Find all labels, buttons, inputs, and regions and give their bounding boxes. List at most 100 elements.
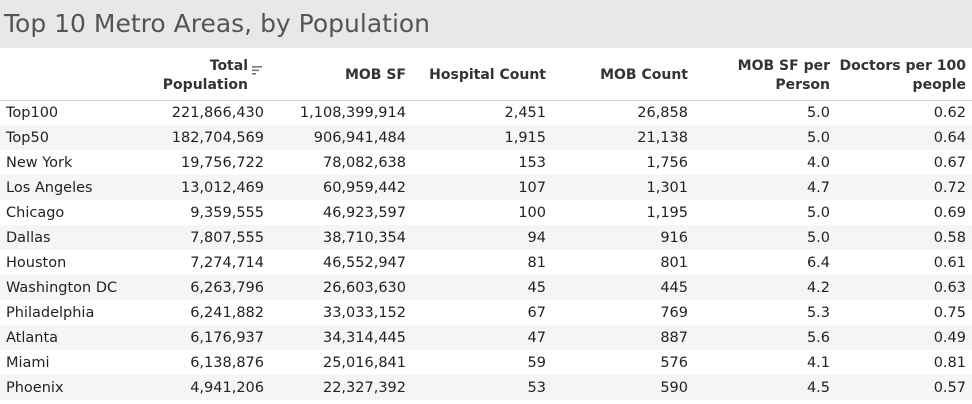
- hospital-count-cell: 94: [412, 225, 552, 250]
- total-population-cell: 19,756,722: [180, 154, 264, 171]
- mob-count-cell: 1,301: [552, 175, 694, 200]
- hospital-count-cell: 45: [412, 275, 552, 300]
- mob-sf-cell: 22,327,392: [270, 375, 412, 400]
- column-header-hospital-count[interactable]: Hospital Count: [412, 52, 552, 101]
- column-header-name: [0, 52, 160, 101]
- mob-sf-cell: 38,710,354: [270, 225, 412, 250]
- mob-sf-per-person-cell: 4.5: [694, 375, 836, 400]
- mob-sf-cell: 46,923,597: [322, 204, 406, 221]
- mob-count-cell: 916: [552, 225, 694, 250]
- table-row: Los Angeles 13,012,469 60,959,442 107 1,301 4…: [0, 175, 972, 200]
- metro-name-cell: Top50: [0, 125, 160, 150]
- doctors-per-100-cell: 0.64: [836, 125, 972, 150]
- table-row: New York 19,756,722 78,082,638 153 1,756 4.0 0…: [0, 150, 972, 175]
- mob-count-cell: 21,138: [552, 125, 694, 150]
- total-population-header-line-2: Population: [162, 76, 248, 93]
- metro-name-cell: New York: [6, 154, 73, 171]
- mob-count-cell: 1,195: [646, 204, 688, 221]
- mob-sf-per-person-cell: 4.2: [694, 275, 836, 300]
- metro-name-cell: Miami: [6, 354, 50, 371]
- doctors-per-100-cell: 0.58: [836, 225, 972, 250]
- header-row: Total Population MOB SF Hospital Count M…: [0, 52, 972, 101]
- mob-sf-cell: 26,603,630: [270, 275, 412, 300]
- metro-name-cell: Washington DC: [0, 275, 160, 300]
- hospital-count-cell: 53: [412, 375, 552, 400]
- hospital-count-cell: 107: [412, 175, 552, 200]
- total-population-cell: 4,941,206: [160, 375, 270, 400]
- mob-count-cell: 576: [660, 354, 688, 371]
- mob-sf-cell: 60,959,442: [270, 175, 412, 200]
- doctors-per-100-cell: 0.61: [933, 254, 966, 271]
- table-body: Top100 221,866,430 1,108,399,914 2,451 26,85…: [0, 100, 972, 400]
- total-population-cell: 6,176,937: [160, 325, 270, 350]
- column-header-mob-sf[interactable]: MOB SF: [270, 52, 412, 101]
- hospital-count-cell: 47: [412, 325, 552, 350]
- hospital-count-cell: 59: [527, 354, 546, 371]
- metro-name-cell: Philadelphia: [6, 304, 95, 321]
- mob-sf-per-person-cell: 4.0: [806, 154, 830, 171]
- metro-name-cell: Phoenix: [0, 375, 160, 400]
- table-row: Top100 221,866,430 1,108,399,914 2,451 26,85…: [0, 100, 972, 125]
- doctors-per-100-cell: 0.67: [933, 154, 966, 171]
- table-row: Dallas 7,807,555 38,710,354 94 916 5.0 0.58: [0, 225, 972, 250]
- total-population-cell: 182,704,569: [160, 125, 270, 150]
- mob-sf-cell: 34,314,445: [270, 325, 412, 350]
- doctors-per-100-header-line-1: Doctors per 100: [839, 57, 966, 74]
- table-row: Top50 182,704,569 906,941,484 1,915 21,138 5.…: [0, 125, 972, 150]
- mob-sf-per-person-cell: 5.0: [694, 225, 836, 250]
- doctors-per-100-cell: 0.63: [836, 275, 972, 300]
- metro-name-cell: Top100: [6, 104, 59, 121]
- column-header-total-population[interactable]: Total Population: [160, 52, 270, 101]
- total-population-cell: 13,012,469: [160, 175, 270, 200]
- mob-sf-per-person-header-line-2: Person: [775, 76, 830, 93]
- total-population-cell: 6,138,876: [190, 354, 264, 371]
- table-row: Atlanta 6,176,937 34,314,445 47 887 5.6 0.49: [0, 325, 972, 350]
- column-header-mob-sf-per-person[interactable]: MOB SF per Person: [694, 52, 836, 101]
- mob-sf-per-person-cell: 5.0: [806, 204, 830, 221]
- doctors-per-100-cell: 0.72: [836, 175, 972, 200]
- doctors-per-100-cell: 0.57: [836, 375, 972, 400]
- hospital-count-cell: 100: [518, 204, 546, 221]
- total-population-header-line-1: Total: [209, 57, 248, 74]
- total-population-cell: 221,866,430: [171, 104, 264, 121]
- table-row: Miami 6,138,876 25,016,841 59 576 4.1 0.81: [0, 350, 972, 375]
- hospital-count-cell: 67: [527, 304, 546, 321]
- sort-descending-icon[interactable]: [252, 63, 264, 82]
- metro-name-cell: Atlanta: [0, 325, 160, 350]
- mob-sf-per-person-cell: 5.0: [806, 104, 830, 121]
- title-bar: Top 10 Metro Areas, by Population: [0, 0, 972, 48]
- metro-name-cell: Dallas: [0, 225, 160, 250]
- hospital-count-cell: 2,451: [504, 104, 546, 121]
- doctors-per-100-cell: 0.69: [933, 204, 966, 221]
- mob-sf-cell: 25,016,841: [322, 354, 406, 371]
- mob-count-cell: 1,756: [646, 154, 688, 171]
- chart-title: Top 10 Metro Areas, by Population: [4, 9, 431, 38]
- mob-sf-per-person-cell: 5.0: [694, 125, 836, 150]
- hospital-count-cell: 81: [527, 254, 546, 271]
- column-header-mob-count[interactable]: MOB Count: [552, 52, 694, 101]
- total-population-cell: 6,263,796: [160, 275, 270, 300]
- total-population-cell: 7,807,555: [160, 225, 270, 250]
- metro-name-cell: Chicago: [6, 204, 65, 221]
- mob-sf-per-person-cell: 4.1: [806, 354, 830, 371]
- mob-sf-per-person-cell: 4.7: [694, 175, 836, 200]
- doctors-per-100-cell: 0.75: [933, 304, 966, 321]
- mob-sf-per-person-cell: 5.3: [806, 304, 830, 321]
- mob-count-cell: 769: [660, 304, 688, 321]
- table-row: Philadelphia 6,241,882 33,033,152 67 769 5.3 0…: [0, 300, 972, 325]
- hospital-count-cell: 153: [518, 154, 546, 171]
- mob-sf-cell: 33,033,152: [322, 304, 406, 321]
- doctors-per-100-header-line-2: people: [912, 76, 966, 93]
- column-header-doctors-per-100[interactable]: Doctors per 100 people: [836, 52, 972, 101]
- table-row: Houston 7,274,714 46,552,947 81 801 6.4 0.61: [0, 250, 972, 275]
- table-row: Chicago 9,359,555 46,923,597 100 1,195 5.0 0.6…: [0, 200, 972, 225]
- mob-sf-cell: 78,082,638: [322, 154, 406, 171]
- hospital-count-cell: 1,915: [412, 125, 552, 150]
- doctors-per-100-cell: 0.49: [836, 325, 972, 350]
- table-row: Phoenix 4,941,206 22,327,392 53 590 4.5 0.57: [0, 375, 972, 400]
- mob-count-cell: 590: [552, 375, 694, 400]
- doctors-per-100-cell: 0.62: [933, 104, 966, 121]
- mob-sf-cell: 46,552,947: [322, 254, 406, 271]
- mob-sf-per-person-header-line-1: MOB SF per: [737, 57, 830, 74]
- metro-name-cell: Houston: [6, 254, 67, 271]
